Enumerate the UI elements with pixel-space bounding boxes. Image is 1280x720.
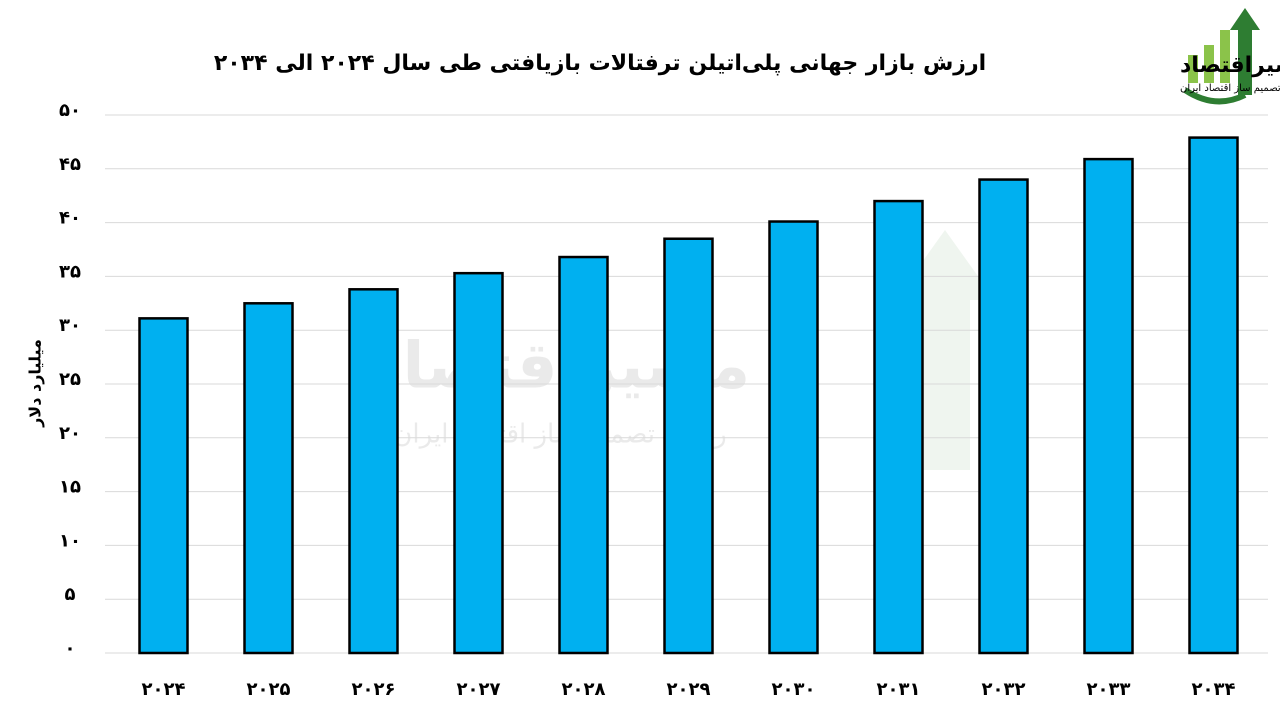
bar [663,237,714,655]
x-tick-label: ۲۰۲۷ [457,679,501,700]
chart-title: ارزش بازار جهانی پلی‌اتیلن ترفتالات بازی… [214,51,986,76]
logo-bar [1220,30,1230,83]
x-tick-label: ۲۰۳۱ [877,679,921,700]
y-tick-label: ۲۵ [59,369,81,390]
x-tick-label: ۲۰۳۲ [982,679,1026,700]
y-axis-label: میلیارد دلار [26,339,45,428]
logo-tagline: رسانه تصمیم ساز اقتصاد ایران [1180,83,1280,94]
bar [453,271,504,655]
logo-gear [1183,87,1247,105]
y-tick-label: ۵۰ [59,100,81,121]
y-tick-label: ۴۰ [59,208,81,229]
logo-arrow [1230,8,1260,95]
x-tick-label: ۲۰۳۳ [1087,679,1131,700]
bar [1083,157,1134,655]
bar [873,199,924,655]
bar [138,317,189,655]
x-tick-label: ۲۰۲۵ [247,679,291,700]
x-tick-label: ۲۰۳۴ [1192,679,1236,700]
y-tick-label: ۵ [65,584,76,605]
bar [558,255,609,655]
y-tick-label: ۱۵ [59,477,81,498]
bar [348,288,399,655]
logo-bar [1188,55,1198,83]
y-tick-label: ۳۵ [59,261,81,282]
y-tick-label: ۰ [65,638,76,659]
x-tick-label: ۲۰۲۶ [352,679,396,700]
y-tick-label: ۱۰ [59,530,81,551]
x-tick-label: ۲۰۲۴ [142,679,186,700]
y-tick-label: ۴۵ [59,154,81,175]
logo-bar [1204,45,1214,83]
x-tick-label: ۲۰۲۹ [667,679,711,700]
x-tick-label: ۲۰۳۰ [772,679,816,700]
bar [978,178,1029,655]
y-tick-label: ۲۰ [59,423,81,444]
logo: مسیراقتصاد رسانه تصمیم ساز اقتصاد ایران [1180,8,1280,105]
logo-brand: مسیراقتصاد [1180,53,1280,78]
bar [243,302,294,655]
bar [768,220,819,655]
y-tick-label: ۳۰ [59,315,81,336]
x-tick-label: ۲۰۲۸ [562,679,606,700]
bar [1188,136,1239,655]
